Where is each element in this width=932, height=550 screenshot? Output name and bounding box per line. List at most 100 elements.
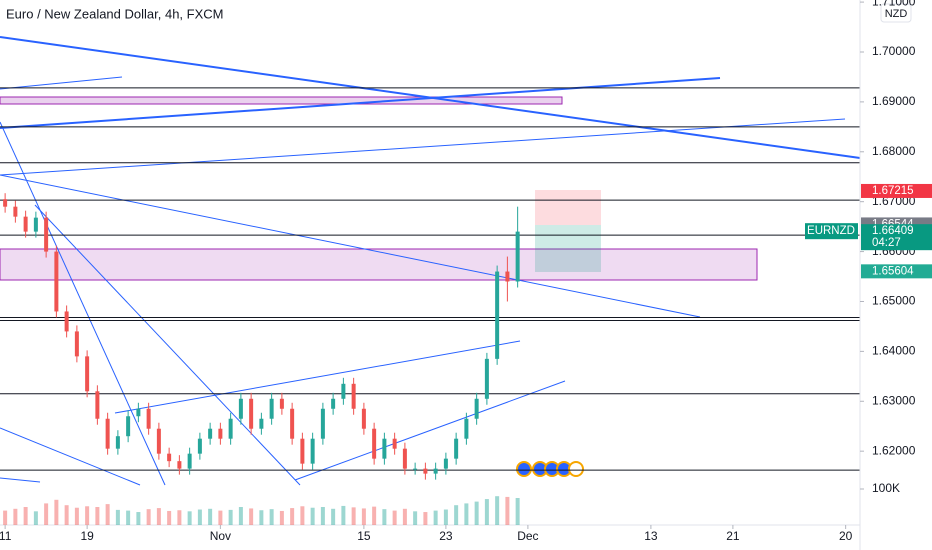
volume-bar [95, 507, 100, 525]
volume-bar [269, 509, 274, 525]
volume-bar [351, 507, 356, 525]
candle-body [423, 468, 428, 474]
zone [0, 96, 563, 105]
candle-body [54, 251, 59, 312]
price-tag [861, 183, 932, 198]
x-tick-label: 21 [726, 529, 740, 543]
candle-body [300, 438, 305, 464]
x-tick-label: Nov [210, 529, 231, 543]
candle-body [402, 448, 407, 469]
candle-body [177, 461, 182, 469]
price-tag-label: 1.65604 [872, 265, 914, 277]
y-tick-label: 1.62000 [872, 443, 916, 457]
candle-body [259, 418, 264, 429]
x-tick-label: Dec [517, 529, 538, 543]
candle-body [269, 398, 274, 419]
candle-body [443, 458, 448, 469]
trend-line [0, 174, 701, 318]
volume-bar [495, 496, 500, 525]
trend-line [0, 121, 166, 486]
volume-bar [54, 499, 59, 525]
volume-bar [310, 507, 315, 525]
candle-body [3, 199, 8, 207]
volume-bar [259, 510, 264, 525]
candle-body [95, 391, 100, 419]
volume-bar [505, 496, 510, 525]
y-tick-label: 1.69000 [872, 94, 916, 108]
candle-body [279, 398, 284, 409]
volume-bar [218, 510, 223, 525]
volume-bar [177, 510, 182, 525]
candle-body [74, 331, 79, 357]
volume-bar [228, 509, 233, 525]
candle-body [126, 416, 131, 437]
trend-lines [0, 36, 861, 486]
candle-body [413, 468, 418, 470]
volume-bar [484, 499, 489, 525]
price-tag-label: 1.66409 [872, 225, 914, 237]
candle-body [290, 408, 295, 439]
x-tick-label: 23 [439, 529, 453, 543]
countdown: 04:27 [872, 237, 901, 249]
candle-body [44, 217, 49, 252]
y-tick-label: 1.63000 [872, 393, 916, 407]
volume-bar [320, 507, 325, 525]
volume-bar [33, 511, 38, 525]
volume-bar [23, 507, 28, 525]
volume-bar [249, 508, 254, 525]
candle-body [115, 436, 120, 449]
candle-body [372, 428, 377, 459]
candle-body [495, 271, 500, 359]
volume-bar [13, 508, 18, 525]
candle-body [474, 398, 479, 419]
volume-bar [136, 512, 141, 525]
candle-body [208, 428, 213, 439]
candle-body [515, 231, 520, 282]
volume-bar [167, 510, 172, 525]
volume-bar [238, 507, 243, 525]
trend-line [34, 204, 301, 486]
trend-line [294, 380, 566, 481]
trend-line [0, 77, 721, 129]
y-tick-label: 1.64000 [872, 344, 916, 358]
x-tick-label: 15 [357, 529, 371, 543]
candle-body [361, 408, 366, 429]
trend-line [0, 477, 41, 483]
candle-body [197, 438, 202, 454]
volume-bar [85, 506, 90, 525]
volume-bar [197, 509, 202, 525]
candle-body [13, 206, 18, 217]
x-tick-label: 11 [0, 529, 12, 543]
title-bg [0, 0, 240, 30]
currency-box [880, 3, 912, 23]
volume-bar [515, 498, 520, 525]
symbol-tag [805, 223, 858, 240]
volume-bar [64, 505, 69, 525]
volume-bar [44, 503, 49, 525]
volume-bar [443, 509, 448, 525]
price-tag [861, 224, 932, 251]
price-tag [861, 264, 932, 279]
candle-body [454, 438, 459, 459]
candle-body [505, 271, 510, 282]
volume-bar [126, 510, 131, 525]
volume-bar [187, 511, 192, 525]
chart-title: Euro / New Zealand Dollar, 4h, FXCM [6, 6, 223, 21]
candle-body [351, 383, 356, 409]
volume-bar [279, 510, 284, 525]
candle-body [249, 398, 254, 429]
volume-bar [382, 509, 387, 525]
volume-bar [361, 508, 366, 525]
volume-bar [402, 508, 407, 525]
volume-bar [331, 508, 336, 525]
stop-zone [535, 190, 601, 225]
volume-bar [290, 508, 295, 525]
y-tick-label: 1.70000 [872, 44, 916, 58]
target-zone [535, 225, 601, 272]
candle-body [85, 356, 90, 392]
currency: NZD [885, 8, 908, 20]
zone [0, 248, 758, 281]
volume-bar [146, 509, 151, 525]
event-icons [516, 461, 584, 477]
candle-body [187, 453, 192, 469]
